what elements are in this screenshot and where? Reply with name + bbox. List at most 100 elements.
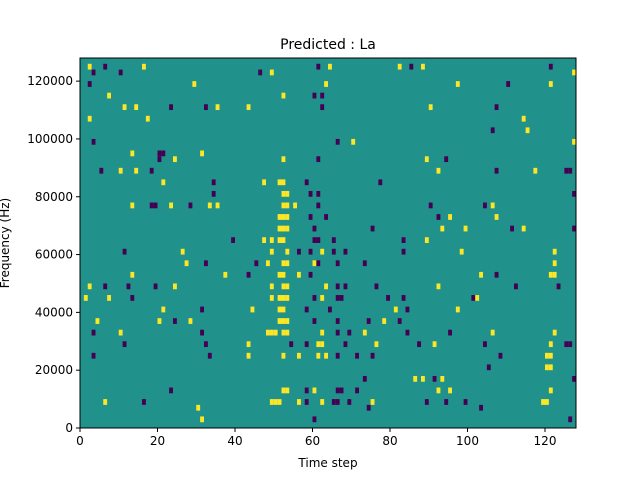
heatmap-cell bbox=[436, 283, 441, 290]
heatmap-cell bbox=[455, 306, 460, 313]
heatmap-cell bbox=[331, 399, 336, 405]
heatmap-cell bbox=[91, 69, 96, 76]
heatmap-cell bbox=[293, 202, 297, 209]
heatmap-cell bbox=[281, 237, 286, 243]
heatmap-cell bbox=[494, 271, 499, 278]
heatmap-cell bbox=[355, 387, 359, 394]
heatmap-cell bbox=[328, 63, 332, 70]
heatmap-cell bbox=[316, 202, 321, 209]
heatmap-cell bbox=[386, 295, 390, 301]
heatmap-cell bbox=[285, 283, 290, 290]
heatmap-cell bbox=[91, 138, 96, 145]
heatmap-cell bbox=[483, 202, 487, 209]
heatmap-cell bbox=[401, 248, 406, 255]
heatmap-cell bbox=[312, 416, 317, 423]
heatmap-cell bbox=[149, 167, 154, 174]
heatmap-cell bbox=[277, 399, 282, 405]
heatmap-cell bbox=[169, 387, 173, 394]
heatmap-cell bbox=[281, 214, 286, 220]
heatmap-cell bbox=[273, 329, 278, 336]
heatmap-cell bbox=[281, 225, 286, 232]
heatmap-cell bbox=[405, 306, 410, 313]
heatmap-cell bbox=[173, 283, 177, 290]
heatmap-cell bbox=[490, 202, 495, 209]
y-tick-label: 60000 bbox=[35, 248, 73, 262]
heatmap-cell bbox=[440, 225, 445, 232]
heatmap-background bbox=[80, 58, 576, 428]
heatmap-cell bbox=[343, 341, 348, 348]
heatmap-cell bbox=[320, 341, 325, 348]
heatmap-cell bbox=[130, 295, 135, 301]
heatmap-cell bbox=[401, 295, 406, 301]
y-tick-label: 100000 bbox=[27, 132, 73, 146]
heatmap-cell bbox=[378, 179, 383, 186]
heatmap-cell bbox=[308, 248, 313, 255]
heatmap-cell bbox=[316, 352, 321, 359]
heatmap-cell bbox=[87, 283, 92, 290]
heatmap-cell bbox=[126, 283, 131, 290]
heatmap-cell bbox=[142, 399, 146, 405]
heatmap-cell bbox=[455, 81, 460, 87]
heatmap-cell bbox=[188, 318, 193, 324]
y-tick-label: 120000 bbox=[27, 74, 73, 88]
heatmap-cell bbox=[320, 399, 325, 405]
heatmap-cell bbox=[122, 341, 127, 348]
heatmap-cell bbox=[200, 329, 204, 336]
heatmap-cell bbox=[320, 104, 325, 111]
heatmap-cell bbox=[436, 387, 441, 394]
heatmap-cell bbox=[370, 399, 375, 405]
heatmap-cell bbox=[355, 352, 359, 359]
heatmap-cell bbox=[548, 341, 553, 348]
heatmap-cell bbox=[498, 352, 503, 359]
heatmap-cell bbox=[316, 156, 321, 163]
heatmap-cell bbox=[572, 190, 576, 197]
heatmap-cell bbox=[269, 329, 274, 336]
heatmap-cell bbox=[157, 156, 162, 163]
heatmap-cell bbox=[223, 271, 228, 278]
heatmap-cell bbox=[362, 329, 367, 336]
heatmap-cell bbox=[463, 399, 468, 405]
heatmap-cell bbox=[417, 341, 421, 348]
heatmap-cell bbox=[130, 271, 135, 278]
heatmap-cell bbox=[444, 156, 449, 163]
heatmap-cell bbox=[568, 167, 573, 174]
heatmap-cell bbox=[552, 260, 557, 267]
heatmap-cell bbox=[254, 260, 259, 267]
heatmap-cell bbox=[335, 399, 340, 405]
heatmap-cell bbox=[281, 352, 286, 359]
heatmap-cell bbox=[304, 387, 309, 394]
heatmap-cell bbox=[285, 329, 290, 336]
heatmap-cell bbox=[207, 202, 212, 209]
heatmap-cell bbox=[207, 352, 212, 359]
heatmap-cell bbox=[192, 81, 197, 87]
heatmap-cell bbox=[269, 237, 274, 243]
heatmap-cell bbox=[316, 260, 321, 267]
heatmap-cell bbox=[362, 260, 367, 267]
heatmap-cell bbox=[312, 295, 317, 301]
heatmap-cell bbox=[541, 399, 545, 405]
heatmap-cell bbox=[545, 352, 549, 359]
heatmap-cell bbox=[281, 271, 286, 278]
heatmap-cell bbox=[204, 341, 208, 348]
heatmap-cell bbox=[304, 306, 309, 313]
heatmap-cell bbox=[285, 248, 290, 255]
heatmap-cell bbox=[335, 295, 340, 301]
heatmap-cell bbox=[335, 387, 340, 394]
heatmap-cell bbox=[87, 81, 92, 87]
heatmap-cell bbox=[339, 387, 344, 394]
heatmap-cell bbox=[490, 329, 495, 336]
heatmap-cell bbox=[281, 190, 286, 197]
heatmap-cell bbox=[506, 81, 511, 87]
heatmap-cells bbox=[83, 63, 576, 423]
heatmap-cell bbox=[180, 248, 185, 255]
heatmap-cell bbox=[269, 295, 274, 301]
y-tick-label: 80000 bbox=[35, 190, 73, 204]
heatmap-cell bbox=[169, 104, 173, 111]
heatmap-cell bbox=[366, 404, 371, 411]
heatmap-cell bbox=[308, 190, 313, 197]
heatmap-cell bbox=[281, 260, 286, 267]
heatmap-cell bbox=[285, 225, 290, 232]
heatmap-cell bbox=[258, 69, 263, 76]
heatmap-cell bbox=[134, 104, 139, 111]
